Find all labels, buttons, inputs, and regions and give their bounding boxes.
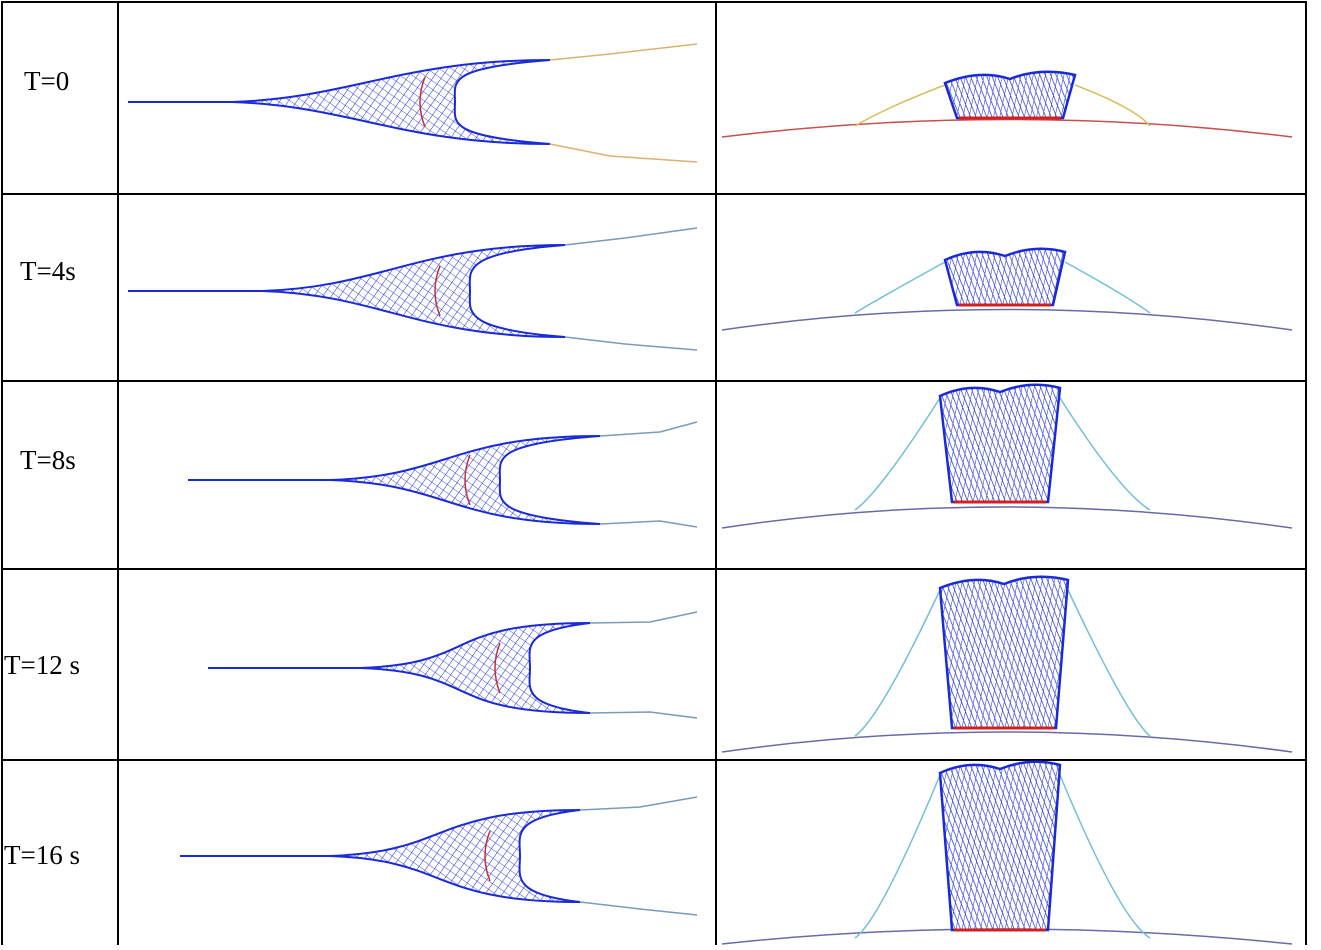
bridle-line [855,590,940,736]
bridle-line [1065,262,1150,313]
page: T=0 T=4s T=8s T=12 s T=16 s (() => { con… [0,0,1321,945]
net-body [262,245,565,337]
net-front [940,762,1060,930]
warp-line [550,144,697,162]
bridle-line [1075,85,1150,126]
warp-line [565,228,697,245]
bridle-line [1060,398,1150,510]
table-border [2,2,1306,945]
warp-line [550,44,697,60]
ground-rope [722,507,1292,528]
net-body [360,623,590,713]
time-label: T=16 s [4,840,80,870]
net-front [945,249,1065,305]
warp-line [600,422,697,436]
net-front [940,385,1060,502]
bridle-line [1060,775,1150,938]
warp-line [580,902,697,915]
figure-table: T=0 T=4s T=8s T=12 s T=16 s [0,0,1321,945]
time-label: T=4s [20,256,76,286]
warp-line [590,612,697,623]
bridle-line [855,85,945,126]
ground-rope [722,120,1292,138]
ground-rope [722,310,1292,331]
warp-line [565,337,697,350]
net-front [940,577,1068,728]
bridle-line [855,775,940,938]
warp-line [580,797,697,810]
time-label: T=8s [20,445,76,475]
net-body [232,60,550,144]
time-label: T=0 [24,66,69,96]
bridle-line [855,262,945,313]
net-body [330,810,580,902]
warp-line [590,712,697,718]
net-front [945,72,1075,118]
ground-rope [722,732,1292,752]
time-label: T=12 s [4,650,80,680]
bridle-line [855,398,940,510]
table-grid [2,2,1306,945]
bridle-line [1068,590,1150,736]
warp-line [600,521,697,527]
